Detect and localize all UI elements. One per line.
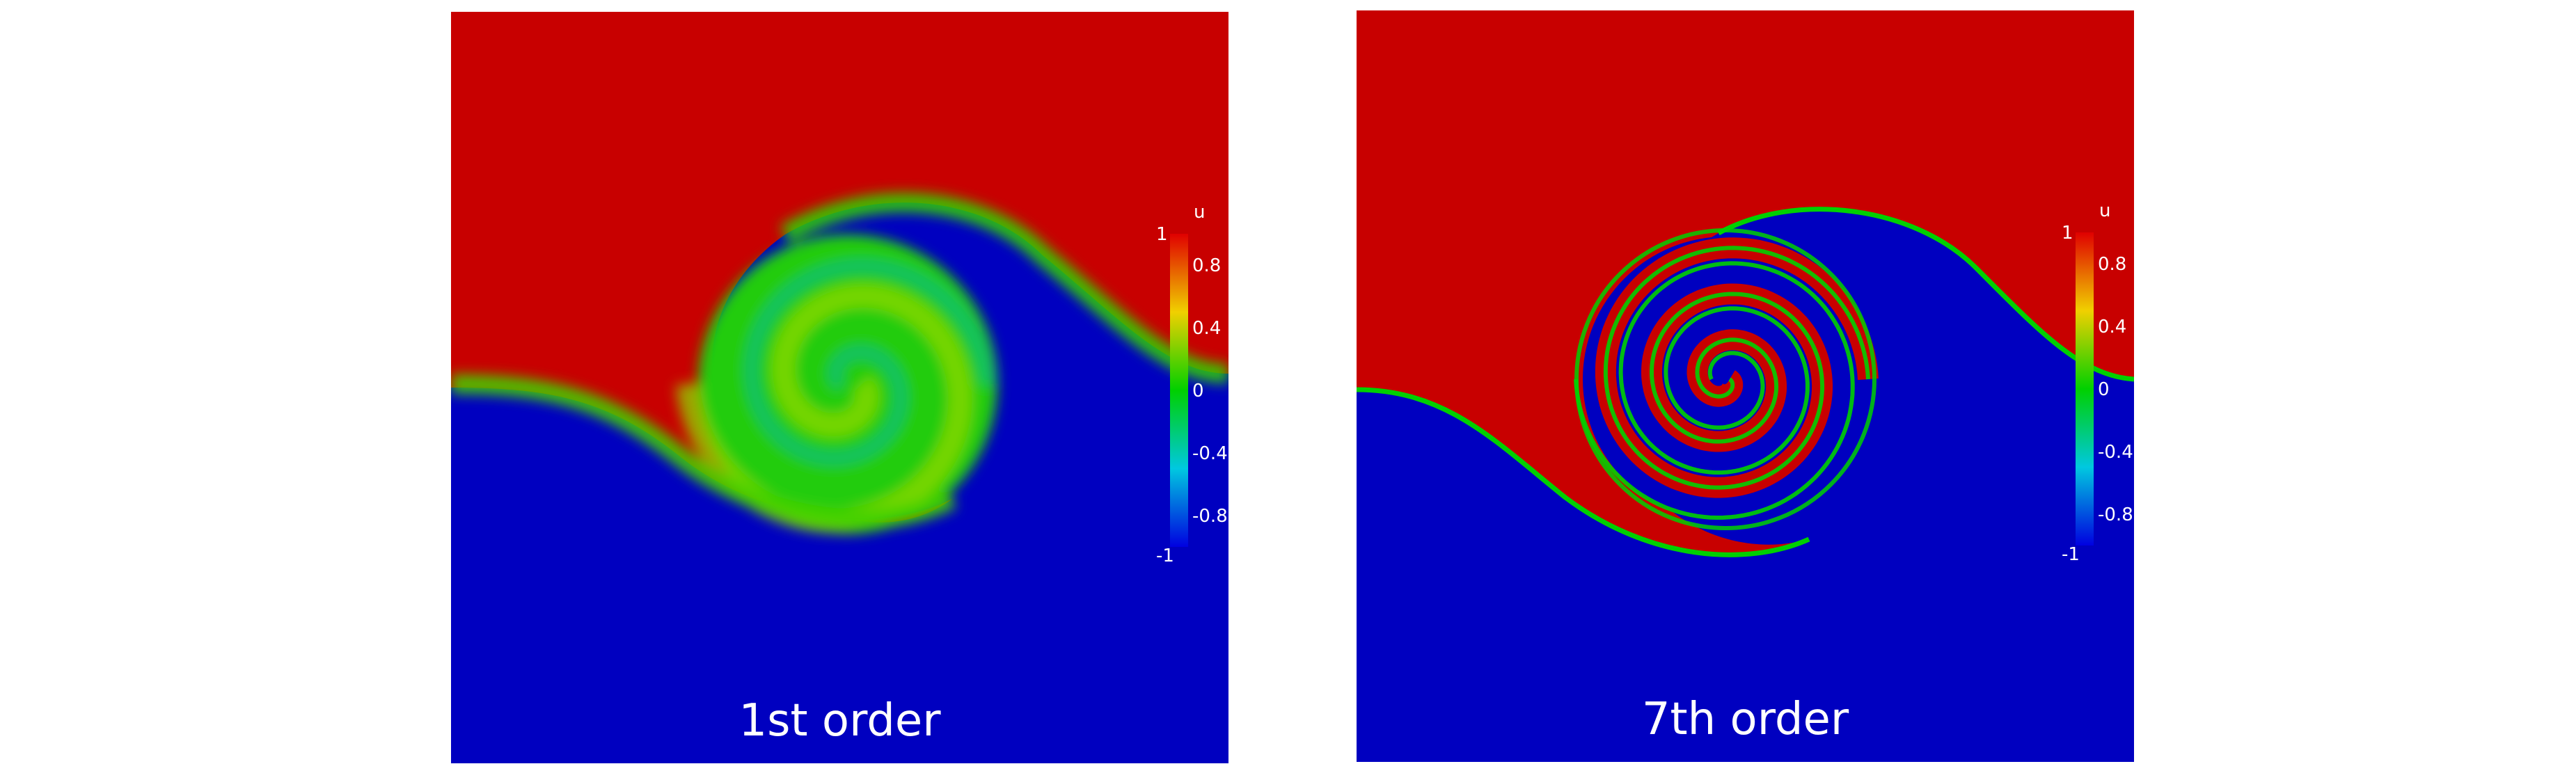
colorbar-tick-label: -1 <box>2062 544 2080 565</box>
region-positive <box>1357 10 2134 555</box>
colorbar-tick-label: -1 <box>1156 546 1174 566</box>
colorbar: u 1 0.8 0.4 0 -0.4 -0.8 -1 <box>2062 188 2133 578</box>
colorbar-tick-label: 1 <box>1156 224 1168 245</box>
front-lower <box>451 374 957 529</box>
spiral-interface <box>1574 261 1855 520</box>
colorbar-tick-label: 1 <box>2062 223 2073 244</box>
spiral-arm <box>745 260 993 465</box>
colorbar: u 1 0.8 0.4 0 -0.4 -0.8 -1 <box>1156 189 1228 579</box>
colorbar-gradient <box>1170 234 1188 547</box>
colorbar-tick-label: 0.4 <box>2098 317 2127 337</box>
panel-caption: 1st order <box>738 695 941 747</box>
solution-field-7th-order <box>1357 10 2134 762</box>
panel-1st-order: u 1 0.8 0.4 0 -0.4 -0.8 -1 1st order <box>451 12 1228 763</box>
colorbar-tick-label: 0 <box>1192 381 1204 401</box>
vortex-interface-7th-order <box>1357 207 2134 557</box>
colorbar-title: u <box>1194 202 1206 223</box>
panel-7th-order: u 1 0.8 0.4 0 -0.4 -0.8 -1 7th order <box>1357 10 2134 762</box>
colorbar-tick-label: -0.8 <box>2098 504 2133 525</box>
colorbar-tick-label: -0.4 <box>1192 443 1228 464</box>
colorbar-title: u <box>2099 200 2111 221</box>
colorbar-tick-label: -0.8 <box>1192 506 1228 527</box>
vortex-interface-1st-order <box>451 193 1228 534</box>
solution-field-1st-order <box>451 12 1228 763</box>
spiral-interface <box>1603 246 1870 490</box>
front-lower <box>1357 387 1810 557</box>
colorbar-tick-label: 0.8 <box>2098 254 2127 275</box>
colorbar-gradient <box>2076 232 2094 546</box>
colorbar-tick-label: 0 <box>2098 379 2110 400</box>
region-positive <box>451 12 1228 523</box>
colorbar-tick-label: 0.8 <box>1192 255 1222 276</box>
colorbar-tick-label: 0.4 <box>1192 318 1222 339</box>
colorbar-tick-label: -0.4 <box>2098 442 2133 463</box>
panel-caption: 7th order <box>1641 694 1849 745</box>
